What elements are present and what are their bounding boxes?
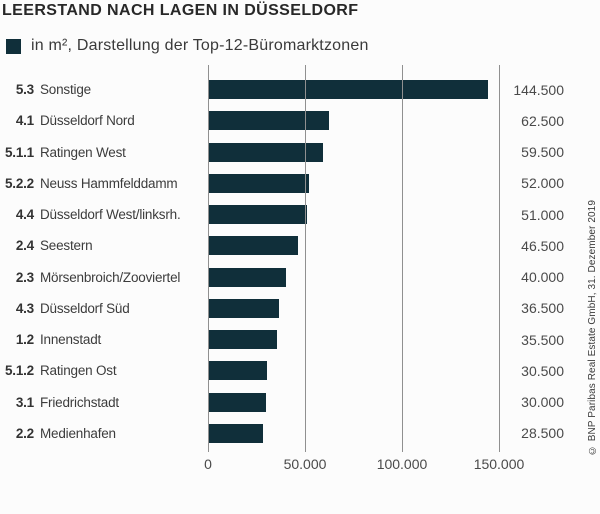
bar (208, 330, 277, 350)
value-label: 30.000 (521, 394, 564, 411)
category-code: 2.2 (15, 425, 34, 441)
bar-rows: 5.3 Sonstige 144.500 4.1 Düsseldorf Nord 62.5… (0, 74, 600, 449)
value-label: 28.500 (521, 425, 564, 442)
value-label: 40.000 (521, 269, 564, 286)
category-name: Düsseldorf Süd (40, 300, 130, 316)
category-name: Medienhafen (40, 425, 116, 441)
bar (208, 392, 267, 412)
category-code: 5.1.2 (4, 363, 34, 379)
category-code: 5.2.2 (4, 175, 34, 191)
bar (208, 80, 489, 100)
category-label: 2.2 Medienhafen (0, 418, 200, 449)
x-tick-label: 50.000 (283, 456, 327, 472)
value-label: 35.500 (521, 331, 564, 348)
category-label: 3.1 Friedrichstadt (0, 387, 200, 418)
bar (208, 205, 307, 225)
chart-row: 4.1 Düsseldorf Nord 62.500 (0, 105, 600, 136)
category-label: 1.2 Innenstadt (0, 324, 200, 355)
value-label: 59.500 (521, 144, 564, 161)
category-name: Seestern (40, 238, 93, 254)
category-label: 5.2.2 Neuss Hammfelddamm (0, 168, 200, 199)
legend-swatch-icon (6, 38, 21, 54)
value-label: 36.500 (521, 300, 564, 317)
x-tick-label: 150.000 (473, 456, 525, 472)
value-label: 62.500 (521, 112, 564, 129)
category-code: 1.2 (15, 332, 34, 348)
chart-row: 3.1 Friedrichstadt 30.000 (0, 387, 600, 418)
category-name: Mörsenbroich/Zooviertel (40, 269, 181, 285)
gridline (207, 65, 209, 452)
bar (208, 267, 286, 287)
category-label: 4.3 Düsseldorf Süd (0, 293, 200, 324)
bar (208, 423, 264, 443)
gridline (401, 65, 403, 452)
gridline (304, 65, 306, 452)
category-name: Sonstige (40, 82, 91, 98)
category-name: Ratingen West (40, 144, 126, 160)
bar (208, 236, 299, 256)
x-tick-label: 0 (204, 456, 212, 472)
category-label: 5.1.1 Ratingen West (0, 137, 200, 168)
chart-row: 5.2.2 Neuss Hammfelddamm 52.000 (0, 168, 600, 199)
category-code: 4.1 (15, 113, 34, 129)
category-name: Ratingen Ost (40, 363, 117, 379)
category-label: 5.1.2 Ratingen Ost (0, 355, 200, 386)
category-name: Düsseldorf Nord (40, 113, 135, 129)
chart-row: 2.4 Seestern 46.500 (0, 230, 600, 261)
value-label: 46.500 (521, 237, 564, 254)
bar (208, 298, 279, 318)
bar (208, 142, 324, 162)
category-name: Friedrichstadt (40, 394, 119, 410)
category-name: Neuss Hammfelddamm (40, 175, 178, 191)
bar (208, 111, 330, 131)
bar (208, 173, 309, 193)
legend-label: in m², Darstellung der Top-12-Büromarktz… (31, 37, 369, 54)
category-code: 2.3 (15, 269, 34, 285)
chart-row: 2.2 Medienhafen 28.500 (0, 418, 600, 449)
category-label: 2.3 Mörsenbroich/Zooviertel (0, 262, 200, 293)
plot-area: 5.3 Sonstige 144.500 4.1 Düsseldorf Nord 62.5… (0, 65, 600, 452)
chart-row: 5.1.1 Ratingen West 59.500 (0, 137, 600, 168)
category-code: 4.3 (15, 300, 34, 316)
gridline (498, 65, 500, 452)
category-code: 3.1 (15, 394, 34, 410)
bar (208, 361, 268, 381)
chart-row: 5.1.2 Ratingen Ost 30.500 (0, 355, 600, 386)
category-label: 5.3 Sonstige (0, 74, 200, 105)
chart-row: 2.3 Mörsenbroich/Zooviertel 40.000 (0, 262, 600, 293)
chart-row: 5.3 Sonstige 144.500 (0, 74, 600, 105)
value-label: 30.500 (521, 362, 564, 379)
category-code: 5.1.1 (4, 144, 34, 160)
category-label: 4.1 Düsseldorf Nord (0, 105, 200, 136)
value-label: 144.500 (513, 81, 564, 98)
category-label: 2.4 Seestern (0, 230, 200, 261)
category-name: Innenstadt (40, 332, 102, 348)
category-code: 2.4 (15, 238, 34, 254)
x-axis-labels: 0 50.000 100.000 150.000 (0, 456, 600, 474)
chart-row: 1.2 Innenstadt 35.500 (0, 324, 600, 355)
category-code: 5.3 (15, 82, 34, 98)
chart-row: 4.3 Düsseldorf Süd 36.500 (0, 293, 600, 324)
copyright-note: © BNP Paribas Real Estate GmbH, 31. Deze… (587, 199, 598, 455)
category-code: 4.4 (15, 207, 34, 223)
value-label: 51.000 (521, 206, 564, 223)
category-label: 4.4 Düsseldorf West/linksrh. (0, 199, 200, 230)
chart-row: 4.4 Düsseldorf West/linksrh. 51.000 (0, 199, 600, 230)
chart-title: LEERSTAND NACH LAGEN IN DÜSSELDORF (2, 2, 359, 19)
value-label: 52.000 (521, 175, 564, 192)
chart-legend: in m², Darstellung der Top-12-Büromarktz… (6, 37, 369, 55)
x-tick-label: 100.000 (376, 456, 428, 472)
category-name: Düsseldorf West/linksrh. (40, 207, 181, 223)
